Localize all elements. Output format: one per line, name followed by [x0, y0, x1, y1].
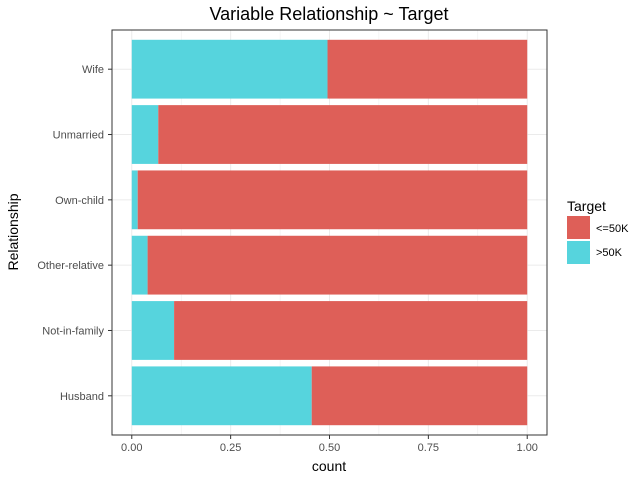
- x-tick-label-4: 1.00: [517, 442, 538, 454]
- y-axis-ticks: Husband Not-in-family Other-relative Own-ch…: [37, 64, 112, 403]
- bar-not-in-family-gt50k: [131, 301, 175, 360]
- bar-wife-gt50k: [131, 39, 328, 99]
- x-axis-title: count: [312, 458, 346, 474]
- legend-label-gt50k: >50K: [596, 247, 623, 259]
- y-tick-label-other-relative: Other-relative: [37, 260, 104, 272]
- bar-not-in-family-le50k: [174, 301, 528, 360]
- bar-other-relative-gt50k: [131, 235, 148, 295]
- bar-own-child-le50k: [137, 170, 528, 230]
- y-tick-label-wife: Wife: [82, 64, 104, 76]
- x-axis-ticks: 0.00 0.25 0.50 0.75 1.00: [121, 435, 538, 454]
- x-tick-label-3: 0.75: [418, 442, 439, 454]
- bar-husband-gt50k: [131, 366, 312, 426]
- y-tick-label-husband: Husband: [60, 391, 104, 403]
- y-axis-title: Relationship: [5, 193, 21, 270]
- bars: [131, 39, 528, 426]
- x-tick-label-2: 0.50: [319, 442, 340, 454]
- y-tick-label-unmarried: Unmarried: [53, 130, 104, 142]
- bar-unmarried-gt50k: [131, 105, 159, 164]
- bar-own-child-gt50k: [131, 170, 138, 230]
- legend-label-le50k: <=50K: [596, 223, 629, 235]
- legend-key-gt50k: [567, 241, 590, 264]
- legend-key-le50k: [567, 216, 590, 239]
- y-tick-label-own-child: Own-child: [55, 195, 104, 207]
- bar-husband-le50k: [311, 366, 528, 426]
- bar-other-relative-le50k: [147, 235, 528, 295]
- x-tick-label-1: 0.25: [220, 442, 241, 454]
- chart-title: Variable Relationship ~ Target: [210, 4, 449, 24]
- x-tick-label-0: 0.00: [121, 442, 142, 454]
- bar-wife-le50k: [327, 39, 528, 99]
- bar-unmarried-le50k: [158, 105, 528, 164]
- legend-title: Target: [567, 198, 606, 214]
- y-tick-label-not-in-family: Not-in-family: [42, 325, 104, 337]
- legend: Target <=50K >50K: [567, 198, 629, 264]
